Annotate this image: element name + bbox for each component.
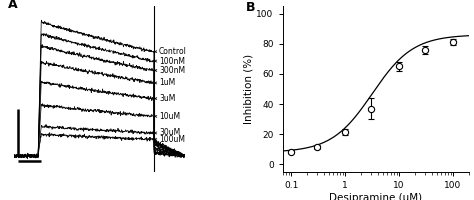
Text: 30uM: 30uM [155, 128, 180, 137]
Text: 1uM: 1uM [155, 78, 175, 87]
Text: 10uM: 10uM [155, 112, 180, 121]
Text: B: B [246, 1, 255, 14]
Text: 3uM: 3uM [155, 94, 175, 103]
Text: 100nM: 100nM [155, 57, 185, 66]
Text: A: A [9, 0, 18, 11]
Text: 300nM: 300nM [155, 66, 185, 75]
Text: 100uM: 100uM [155, 135, 185, 144]
Y-axis label: Inhibition (%): Inhibition (%) [244, 54, 254, 124]
Text: Control: Control [155, 47, 187, 56]
X-axis label: Desipramine (μM): Desipramine (μM) [329, 193, 422, 200]
